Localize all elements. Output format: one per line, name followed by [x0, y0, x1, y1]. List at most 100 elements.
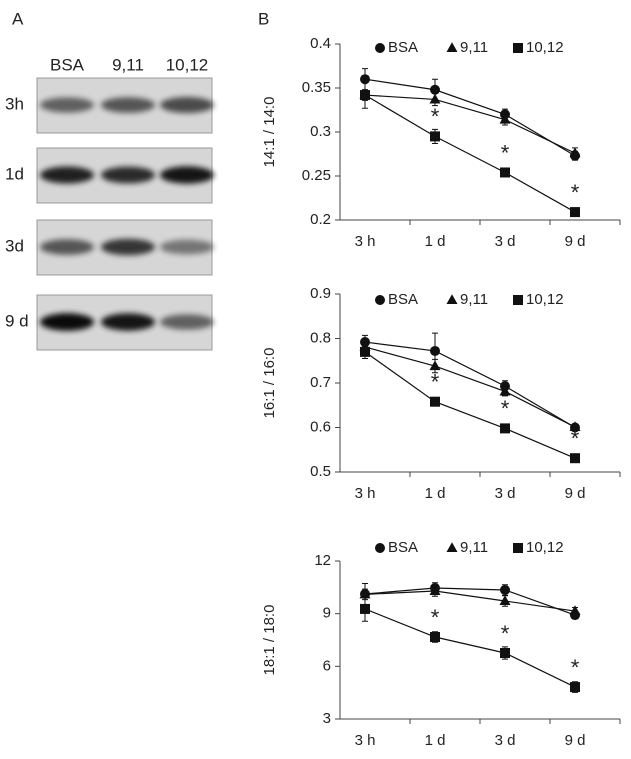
lane-label: 10,12 [166, 55, 209, 74]
marker [375, 543, 385, 553]
legend-label: 9,11 [460, 39, 488, 56]
x-tick-label: 3 h [355, 732, 376, 749]
marker [570, 682, 580, 693]
series-line [364, 590, 576, 612]
marker [430, 131, 440, 142]
y-tick-label: 0.6 [310, 418, 331, 435]
y-tick-label: 0.4 [310, 35, 331, 52]
lane-label: BSA [50, 55, 85, 74]
marker [375, 295, 385, 305]
x-tick-label: 3 d [495, 485, 516, 502]
row-label: 3h [5, 94, 24, 113]
marker [570, 207, 580, 218]
legend-label: BSA [388, 39, 418, 56]
significance-label: * [571, 180, 580, 205]
x-tick-label: 1 d [425, 732, 446, 749]
blot-band [101, 313, 155, 331]
marker [360, 90, 370, 101]
significance-label: * [501, 140, 510, 165]
marker [446, 42, 458, 52]
marker [513, 543, 523, 553]
marker [429, 93, 441, 104]
panel-label: A [12, 9, 24, 28]
row-label: 1d [5, 164, 24, 183]
marker [500, 647, 510, 658]
legend-label: 9,11 [460, 291, 488, 308]
blot-band [101, 238, 155, 256]
y-axis-title: 16:1 / 16:0 [261, 348, 278, 419]
y-tick-label: 3 [323, 710, 331, 727]
legend-label: 9,11 [460, 539, 488, 556]
y-tick-label: 0.35 [302, 79, 331, 96]
blot-band [40, 97, 94, 113]
marker [500, 423, 510, 434]
marker [430, 84, 440, 95]
legend-label: 10,12 [526, 39, 564, 56]
marker [499, 595, 511, 606]
marker [500, 584, 510, 595]
line-charts: 0.2 0.25 0.3 0.35 0.4 3 h 1 d 3 d 9 d 14:1 / 14:0… [261, 35, 621, 749]
blot-band [40, 166, 94, 184]
marker [430, 345, 440, 356]
blot-band [160, 314, 214, 330]
marker [569, 147, 581, 158]
y-tick-label: 0.25 [302, 167, 331, 184]
blot-band [101, 97, 155, 113]
marker [513, 43, 523, 53]
series-line [364, 341, 576, 429]
y-tick-label: 0.8 [310, 329, 331, 346]
x-tick-label: 3 h [355, 485, 376, 502]
x-tick-label: 1 d [425, 233, 446, 250]
y-tick-label: 0.2 [310, 211, 331, 228]
marker [429, 360, 441, 371]
x-tick-label: 9 d [565, 732, 586, 749]
y-tick-label: 0.5 [310, 463, 331, 480]
blot-band [160, 239, 214, 255]
marker [359, 588, 371, 599]
marker [446, 294, 458, 304]
y-tick-label: 9 [323, 605, 331, 622]
panel-label: B [258, 9, 269, 28]
legend-label: BSA [388, 539, 418, 556]
y-tick-label: 6 [323, 657, 331, 674]
series-line [364, 94, 576, 213]
marker [430, 632, 440, 643]
marker [513, 295, 523, 305]
blot-band [101, 166, 155, 184]
row-label: 9 d [5, 311, 29, 330]
blot-band [40, 239, 94, 255]
significance-label: * [501, 396, 510, 421]
significance-label: * [431, 605, 440, 630]
legend-label: 10,12 [526, 539, 564, 556]
row-label: 3d [5, 236, 24, 255]
marker [446, 542, 458, 552]
marker [430, 396, 440, 407]
marker [375, 43, 385, 53]
marker [569, 421, 581, 432]
series-line [364, 351, 576, 459]
blot-band [160, 166, 214, 184]
marker [499, 385, 511, 396]
series-line [364, 78, 576, 157]
marker [499, 113, 511, 124]
blot-panel: BSA 9,11 10,12 3h 1d 3d 9 d [5, 55, 214, 351]
x-tick-label: 3 d [495, 233, 516, 250]
x-tick-label: 9 d [565, 485, 586, 502]
significance-label: * [431, 370, 440, 395]
lane-label: 9,11 [112, 55, 144, 74]
series-line [364, 94, 576, 154]
blot-band [160, 97, 214, 113]
marker [570, 453, 580, 464]
significance-label: * [571, 426, 580, 451]
x-tick-label: 3 h [355, 233, 376, 250]
significance-label: * [571, 655, 580, 680]
y-tick-label: 0.7 [310, 374, 331, 391]
x-tick-label: 3 d [495, 732, 516, 749]
x-tick-label: 9 d [565, 233, 586, 250]
series-line [364, 587, 576, 616]
y-axis-title: 14:1 / 14:0 [261, 97, 278, 168]
series-line [364, 346, 576, 428]
marker [500, 167, 510, 178]
y-tick-label: 0.9 [310, 285, 331, 302]
